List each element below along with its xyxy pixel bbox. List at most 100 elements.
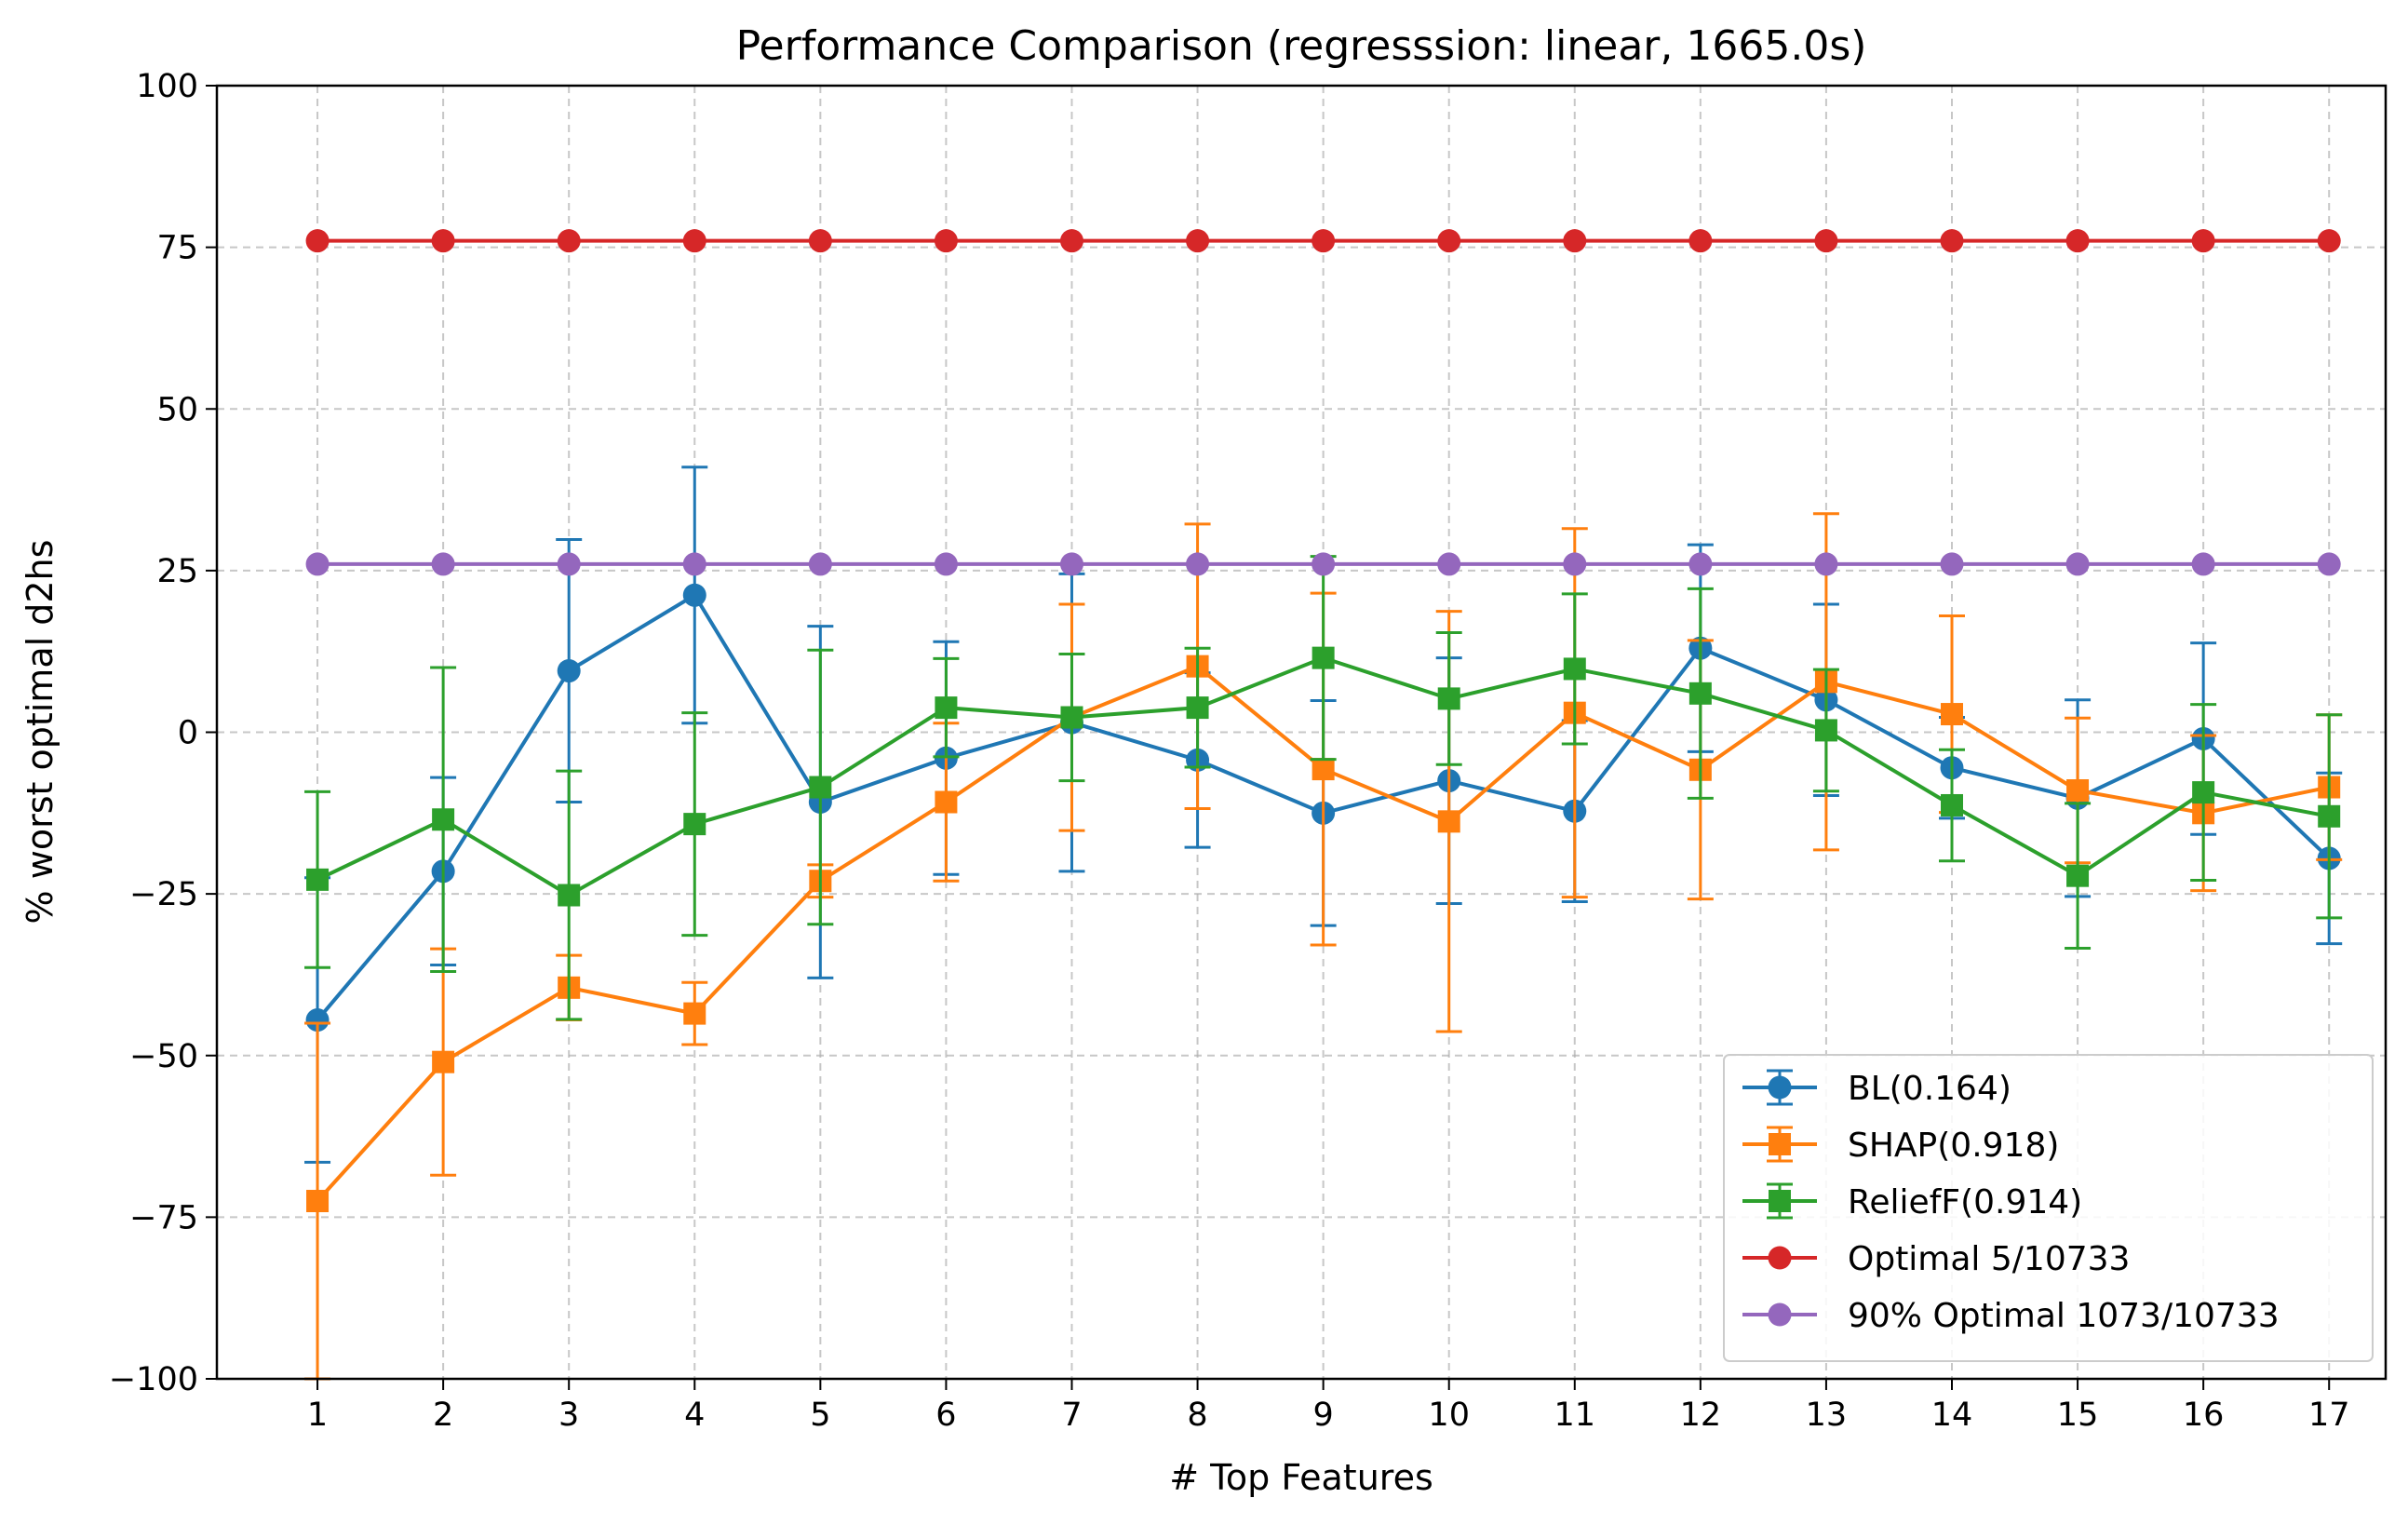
- data-point: [2191, 229, 2215, 253]
- data-point: [2192, 781, 2215, 804]
- y-tick-label: −50: [129, 1038, 198, 1075]
- data-point: [305, 229, 330, 253]
- data-point: [808, 229, 832, 253]
- y-axis-label: % worst optimal d2hs: [20, 540, 61, 924]
- series-3: [305, 229, 2341, 253]
- data-point: [1312, 552, 1336, 576]
- data-point: [432, 1050, 455, 1073]
- data-point: [2191, 552, 2215, 576]
- x-tick-label: 5: [810, 1397, 830, 1434]
- y-tick-label: 100: [136, 68, 198, 105]
- data-point: [1563, 229, 1587, 253]
- legend-label: SHAP(0.918): [1848, 1127, 2059, 1165]
- data-point: [1940, 229, 1964, 253]
- y-tick-label: −75: [129, 1199, 198, 1236]
- y-tick-label: 0: [178, 715, 198, 752]
- x-axis-label: # Top Features: [1169, 1457, 1433, 1498]
- y-tick-label: 75: [156, 230, 198, 267]
- x-tick-label: 2: [433, 1397, 453, 1434]
- series-2: [304, 555, 2343, 1021]
- data-point: [431, 552, 455, 576]
- data-point: [1688, 552, 1713, 576]
- x-tick-label: 16: [2183, 1397, 2225, 1434]
- x-tick-label: 11: [1554, 1397, 1596, 1434]
- legend-marker: [1768, 1075, 1792, 1100]
- data-point: [1186, 552, 1210, 576]
- data-point: [682, 583, 706, 607]
- data-point: [1186, 696, 1209, 720]
- data-point: [1688, 682, 1712, 705]
- x-tick-label: 3: [558, 1397, 579, 1434]
- data-point: [935, 790, 958, 814]
- legend-marker: [1769, 1133, 1791, 1155]
- x-tick-label: 17: [2308, 1397, 2350, 1434]
- series-layer: [304, 229, 2343, 1381]
- data-point: [305, 552, 330, 576]
- data-point: [1060, 706, 1083, 729]
- data-point: [1563, 552, 1587, 576]
- data-point: [683, 813, 706, 836]
- data-point: [809, 776, 832, 799]
- chart-title: Performance Comparison (regresssion: lin…: [736, 22, 1867, 70]
- data-point: [1814, 552, 1838, 576]
- data-point: [1312, 229, 1336, 253]
- data-point: [1437, 552, 1461, 576]
- x-tick-label: 14: [1931, 1397, 1973, 1434]
- data-point: [431, 229, 455, 253]
- data-point: [1186, 229, 1210, 253]
- data-point: [683, 1002, 706, 1025]
- x-tick-label: 10: [1428, 1397, 1470, 1434]
- data-point: [1312, 758, 1335, 781]
- data-point: [1941, 793, 1963, 816]
- data-point: [557, 659, 581, 683]
- legend-marker: [1769, 1190, 1791, 1212]
- data-point: [1059, 229, 1083, 253]
- legend-marker: [1768, 1302, 1792, 1327]
- data-point: [808, 552, 832, 576]
- data-point: [682, 229, 706, 253]
- data-point: [1437, 810, 1460, 833]
- data-point: [306, 1190, 330, 1213]
- data-point: [1312, 646, 1335, 669]
- data-point: [2066, 864, 2090, 887]
- legend-label: BL(0.164): [1848, 1070, 2011, 1108]
- y-tick-label: 25: [156, 553, 198, 590]
- data-point: [935, 696, 958, 720]
- data-point: [934, 552, 958, 576]
- data-point: [1437, 687, 1460, 710]
- data-point: [2065, 552, 2090, 576]
- data-point: [557, 229, 581, 253]
- x-tick-label: 8: [1187, 1397, 1207, 1434]
- data-point: [1688, 229, 1713, 253]
- legend-box: [1723, 1054, 2374, 1362]
- legend: BL(0.164) SHAP(0.918) ReliefF(0.914) Optima…: [1723, 1054, 2374, 1362]
- data-point: [1437, 229, 1461, 253]
- data-point: [682, 552, 706, 576]
- y-tick-label: −100: [109, 1361, 198, 1398]
- legend-label: ReliefF(0.914): [1848, 1183, 2082, 1221]
- x-tick-label: 1: [307, 1397, 328, 1434]
- data-point: [1814, 229, 1838, 253]
- data-point: [1940, 552, 1964, 576]
- x-tick-label: 6: [935, 1397, 956, 1434]
- data-point: [2317, 552, 2341, 576]
- legend-label: Optimal 5/10733: [1848, 1240, 2130, 1278]
- x-tick-label: 13: [1806, 1397, 1848, 1434]
- y-axis: −100 −75 −50 −25 0 25 50 75 100: [109, 68, 217, 1398]
- y-tick-label: 50: [156, 391, 198, 428]
- data-point: [2066, 779, 2090, 803]
- x-axis: 1 2 3 4 5 6 7 8 9 10 11 12 13 14 15 16 17: [307, 1379, 2350, 1434]
- data-point: [2318, 804, 2341, 828]
- x-tick-label: 12: [1680, 1397, 1722, 1434]
- y-tick-label: −25: [129, 876, 198, 913]
- x-tick-label: 15: [2057, 1397, 2099, 1434]
- x-tick-label: 4: [684, 1397, 705, 1434]
- data-point: [305, 1008, 330, 1032]
- data-point: [934, 229, 958, 253]
- data-point: [306, 868, 330, 891]
- x-tick-label: 7: [1061, 1397, 1082, 1434]
- data-point: [2065, 229, 2090, 253]
- data-point: [1059, 552, 1083, 576]
- data-point: [557, 552, 581, 576]
